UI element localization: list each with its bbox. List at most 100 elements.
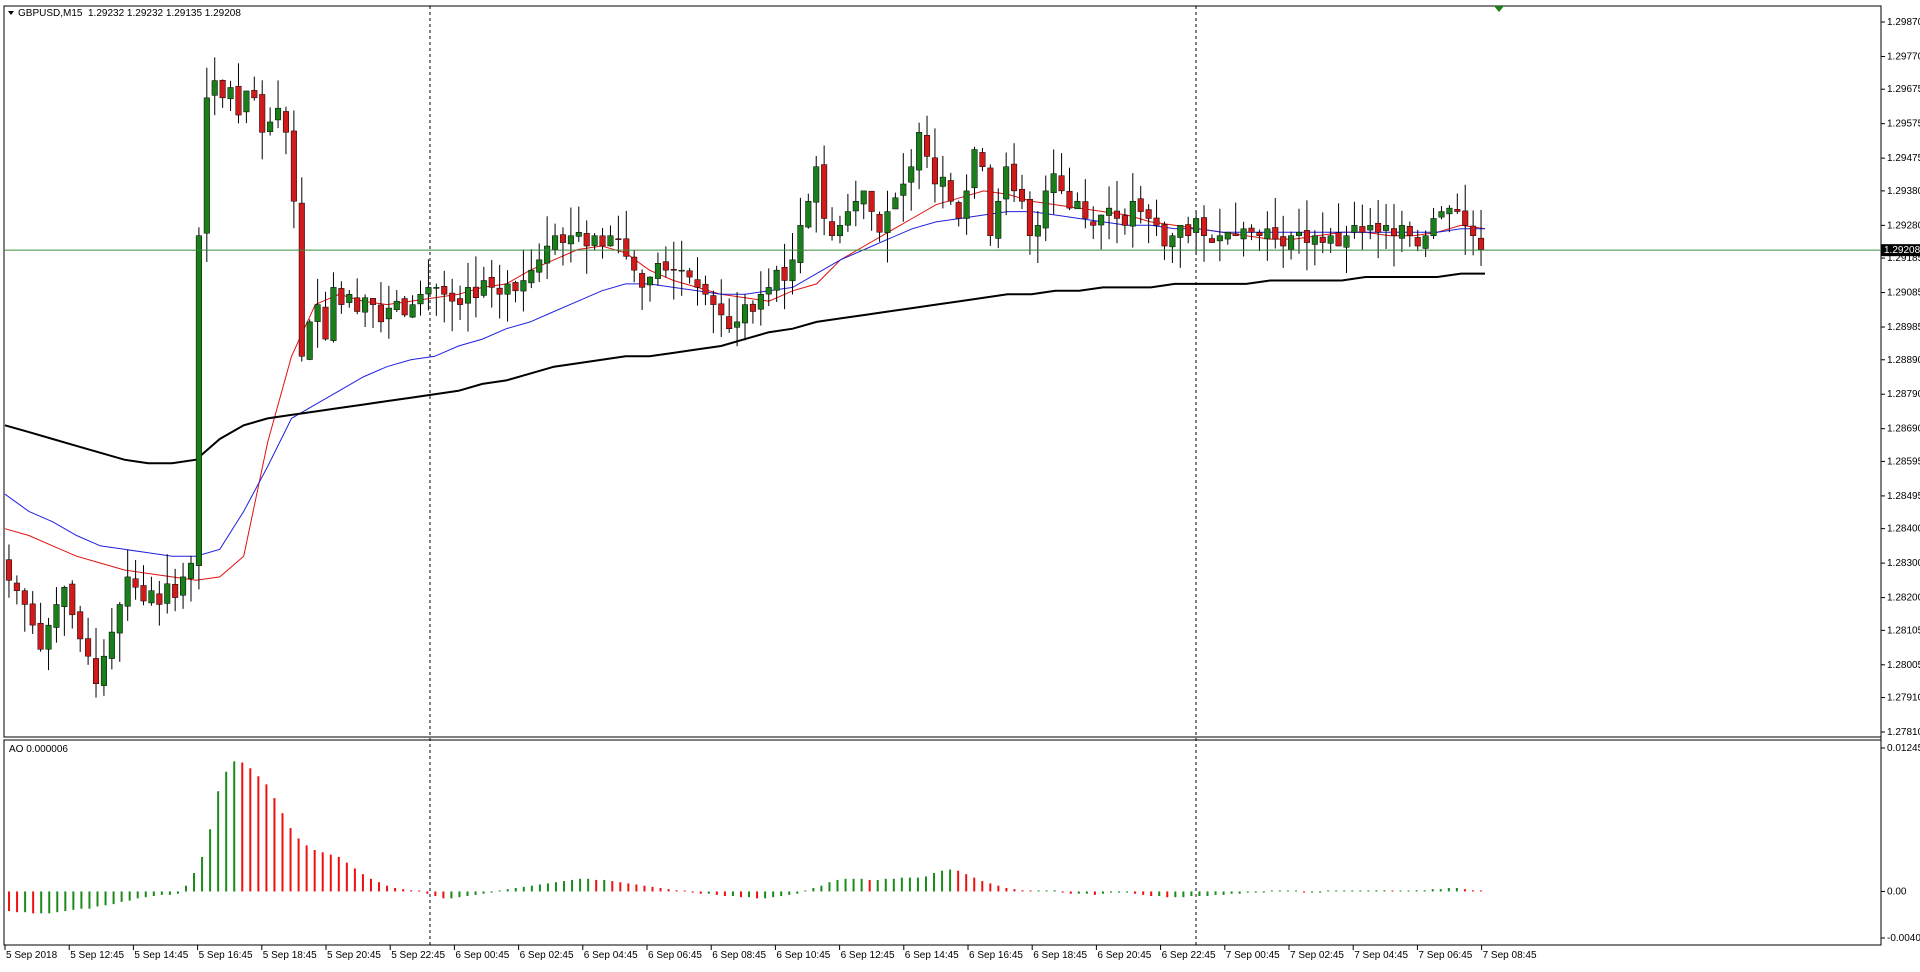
bearish-candle: [1011, 163, 1018, 192]
bearish-candle: [5, 559, 12, 581]
bearish-candle: [1256, 232, 1263, 236]
bearish-candle: [1303, 230, 1310, 243]
bullish-candle: [180, 576, 187, 596]
price-tick-label: 1.29085: [1887, 288, 1920, 299]
bullish-candle: [480, 280, 487, 296]
bearish-candle: [718, 303, 725, 316]
bullish-candle: [1034, 225, 1041, 237]
bullish-candle: [385, 307, 392, 320]
bullish-candle: [61, 586, 68, 607]
bearish-candle: [29, 603, 36, 626]
price-tick-label: 1.29475: [1887, 153, 1920, 164]
bearish-candle: [710, 295, 717, 305]
bearish-candle: [85, 638, 92, 657]
price-tick-label: 1.28890: [1887, 355, 1920, 366]
bullish-candle: [900, 183, 907, 196]
bearish-candle: [290, 130, 297, 202]
bearish-candle: [1121, 215, 1128, 226]
bearish-candle: [370, 298, 377, 305]
bullish-candle: [908, 166, 915, 183]
time-tick-label: 6 Sep 06:45: [648, 950, 702, 961]
bearish-candle: [583, 233, 590, 247]
bullish-candle: [678, 269, 685, 272]
bullish-candle: [211, 80, 218, 96]
bearish-candle: [1272, 227, 1279, 240]
time-tick-label: 7 Sep 08:45: [1483, 950, 1537, 961]
ao-bars-group: 0.012458 0.00 -0.004043: [8, 743, 1920, 944]
bullish-candle: [346, 294, 353, 303]
bullish-candle: [267, 121, 274, 132]
chart-shift-marker-icon[interactable]: [1494, 6, 1504, 12]
bearish-candle: [496, 287, 503, 295]
price-tick-label: 1.29380: [1887, 186, 1920, 197]
bullish-candle: [53, 604, 60, 628]
bearish-candle: [449, 292, 456, 302]
bullish-candle: [124, 576, 131, 607]
bearish-candle: [1185, 224, 1192, 236]
bearish-candle: [132, 578, 139, 588]
bearish-candle: [441, 286, 448, 295]
price-tick-label: 1.28495: [1887, 491, 1920, 502]
bearish-candle: [1406, 225, 1413, 236]
chart-menu-arrow-icon[interactable]: [8, 11, 14, 15]
bearish-candle: [1335, 232, 1342, 247]
bearish-candle: [749, 303, 756, 312]
bearish-candle: [876, 214, 883, 233]
bullish-candle: [995, 200, 1002, 239]
bearish-candle: [623, 238, 630, 257]
time-tick-label: 7 Sep 06:45: [1418, 950, 1472, 961]
time-tick-label: 7 Sep 00:45: [1226, 950, 1280, 961]
bullish-candle: [647, 276, 654, 286]
bearish-candle: [1018, 188, 1026, 202]
bearish-candle: [670, 269, 677, 271]
bullish-candle: [1169, 235, 1176, 248]
bearish-candle: [924, 135, 931, 157]
bullish-candle: [203, 97, 210, 234]
bearish-candle: [1208, 238, 1215, 243]
bullish-candle: [464, 287, 472, 304]
bullish-candle: [1129, 200, 1136, 227]
bullish-candle: [1042, 190, 1049, 229]
bearish-candle: [401, 298, 408, 316]
bullish-candle: [504, 283, 511, 295]
time-tick-label: 6 Sep 18:45: [1033, 950, 1087, 961]
time-tick-label: 7 Sep 02:45: [1290, 950, 1344, 961]
bearish-candle: [631, 256, 638, 271]
bearish-candle: [868, 190, 875, 212]
bullish-candle: [1383, 225, 1390, 231]
bullish-candle: [148, 590, 155, 604]
bearish-candle: [1232, 233, 1239, 236]
bearish-candle: [512, 282, 519, 292]
price-tick-label: 1.29770: [1887, 51, 1920, 62]
time-tick-label: 6 Sep 04:45: [584, 950, 638, 961]
bullish-candle: [607, 235, 614, 247]
bearish-candle: [1375, 222, 1382, 233]
bearish-candle: [282, 111, 289, 133]
bullish-candle: [409, 304, 416, 318]
price-tick-label: 1.28400: [1887, 524, 1920, 535]
current-price-tag-label: 1.29208: [1884, 245, 1920, 256]
bullish-candle: [757, 294, 764, 310]
bearish-candle: [829, 221, 836, 236]
bullish-candle: [813, 166, 820, 203]
bullish-candle: [1264, 228, 1271, 240]
bearish-candle: [156, 593, 163, 605]
bearish-candle: [1058, 175, 1065, 192]
bearish-candle: [219, 79, 226, 99]
price-tick-label: 1.27910: [1887, 693, 1920, 704]
bullish-candle: [393, 300, 400, 310]
bullish-candle: [789, 259, 796, 282]
bullish-candle: [544, 245, 551, 264]
time-tick-label: 5 Sep 22:45: [391, 950, 445, 961]
bullish-candle: [852, 200, 859, 212]
bullish-candle: [773, 269, 780, 291]
bullish-candle: [1422, 235, 1429, 249]
bullish-candle: [1311, 235, 1318, 245]
price-tick-label: 1.27810: [1887, 727, 1920, 738]
bullish-candle: [805, 200, 812, 228]
bullish-candle: [734, 321, 741, 328]
bullish-candle: [1224, 231, 1231, 240]
bullish-candle: [1295, 231, 1303, 236]
